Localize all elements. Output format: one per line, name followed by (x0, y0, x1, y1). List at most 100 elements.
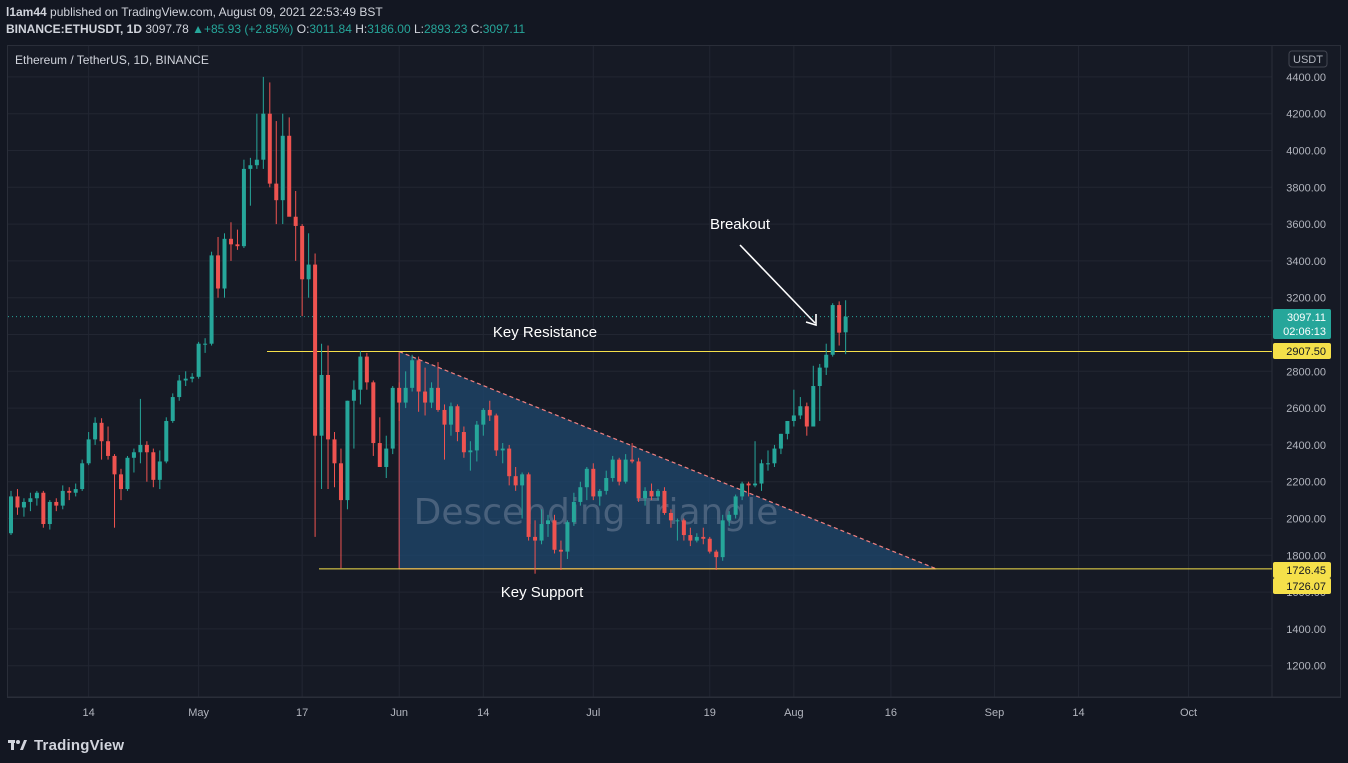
candle (461, 426, 466, 458)
candle-body (578, 487, 583, 502)
candle (610, 455, 615, 482)
ohlc-line: BINANCE:ETHUSDT, 1D 3097.78 ▲+85.93 (+2.… (6, 22, 525, 36)
candle (474, 420, 479, 462)
candle-body (164, 420, 169, 462)
candle-body (668, 512, 673, 521)
candle-body (500, 448, 505, 451)
candle-body (785, 420, 790, 434)
candle-body (34, 492, 39, 499)
published-text: published on TradingView.com, August 09,… (50, 5, 383, 19)
candle-body (151, 452, 156, 480)
breakout-arrow-icon (739, 244, 816, 324)
candle-body (468, 450, 473, 453)
candle (468, 441, 473, 471)
candle-body (558, 549, 563, 552)
candle (248, 157, 253, 206)
y-tick-label: 3600.00 (1286, 219, 1326, 231)
candle (720, 514, 725, 561)
candle-body (216, 255, 221, 289)
candle (791, 389, 796, 427)
currency-button[interactable]: USDT (1288, 50, 1328, 68)
y-tick-label: 1400.00 (1286, 624, 1326, 636)
last-price-tag-text: 02:06:13 (1283, 326, 1326, 338)
candle (93, 417, 98, 445)
candle (494, 413, 499, 456)
candle (649, 483, 654, 501)
candle (351, 380, 356, 449)
low-label: L: (413, 22, 424, 36)
candle-body (287, 135, 292, 217)
high-value: 3186.00 (367, 22, 411, 36)
candle-body (584, 468, 589, 488)
candle-body (727, 514, 732, 521)
candle-body (86, 439, 91, 464)
candle (753, 441, 758, 488)
candle (578, 481, 583, 506)
candle (9, 490, 13, 536)
candle (203, 338, 208, 353)
x-tick-label: 19 (704, 707, 716, 719)
candle (740, 481, 745, 501)
candle (584, 466, 589, 501)
candle (21, 498, 26, 517)
candle (513, 466, 518, 491)
candle (384, 435, 389, 479)
last-price-tag-bg (1273, 309, 1331, 339)
candle-body (157, 461, 162, 480)
candle-body (99, 422, 104, 442)
candle-body (280, 135, 285, 201)
candle-body (662, 490, 667, 513)
candle (112, 454, 117, 528)
resistance-price-tag: 2907.50 (1273, 343, 1331, 359)
candle-body (203, 343, 208, 345)
candle (656, 489, 660, 501)
y-tick-label: 2800.00 (1286, 366, 1326, 378)
candle-body (21, 501, 26, 508)
candle (733, 494, 738, 519)
candle (520, 472, 525, 519)
candle (662, 487, 667, 515)
candle (429, 382, 434, 409)
candle-body (300, 225, 305, 280)
candle-body (267, 113, 272, 184)
last-price-value: 3097.78 (145, 22, 189, 36)
candle (28, 492, 33, 512)
candle-body (436, 387, 441, 410)
candle (811, 365, 816, 427)
change-value: +85.93 (+2.85%) (203, 22, 294, 36)
candle (274, 121, 279, 225)
candle (448, 402, 453, 436)
candle (798, 397, 803, 420)
candle-body (332, 439, 337, 464)
candle-body (837, 305, 842, 333)
candle-body (714, 551, 719, 558)
candle (571, 492, 576, 526)
candle (364, 352, 369, 390)
candle-body (93, 422, 98, 440)
candle-body (416, 360, 421, 392)
candle (746, 481, 751, 497)
candle-body (248, 165, 253, 169)
candle (714, 549, 719, 571)
x-tick-label: Sep (985, 707, 1005, 719)
candle-body (610, 459, 615, 479)
candle (759, 459, 764, 491)
candle (410, 354, 415, 392)
candle-body (390, 387, 395, 449)
candle (190, 373, 195, 383)
open-value: 3011.84 (309, 22, 352, 36)
tradingview-logo-icon (8, 740, 27, 750)
candle (772, 444, 777, 467)
y-tick-label: 4000.00 (1286, 146, 1326, 158)
candle (371, 380, 376, 456)
candle (164, 417, 169, 464)
support-price-tag-1: 1726.45 (1273, 562, 1331, 578)
candle (338, 448, 343, 569)
candle-body (54, 501, 59, 506)
candle (118, 468, 123, 501)
candle-body (448, 406, 453, 425)
key-support-label: Key Support (501, 584, 584, 601)
candle-body (707, 538, 712, 552)
candle-body (131, 452, 136, 458)
